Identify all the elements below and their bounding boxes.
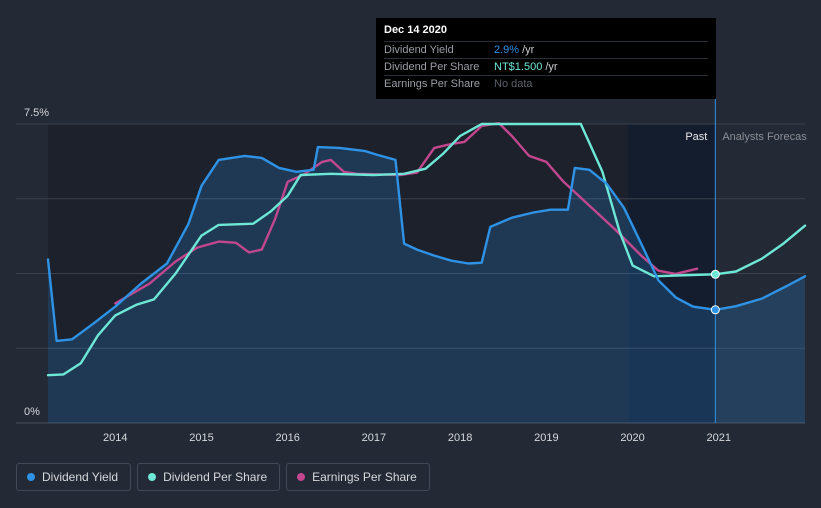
x-tick-label: 2021 bbox=[707, 432, 731, 444]
legend-label: Earnings Per Share bbox=[312, 470, 417, 484]
x-tick-label: 2016 bbox=[275, 432, 299, 444]
x-tick-label: 2014 bbox=[103, 432, 127, 444]
y-tick-label: 0% bbox=[24, 406, 40, 418]
x-tick-label: 2020 bbox=[620, 432, 644, 444]
tooltip-unit: /yr bbox=[522, 44, 535, 56]
tooltip-value: No data bbox=[494, 78, 533, 90]
data-point-marker bbox=[710, 269, 720, 279]
tooltip-label: Earnings Per Share bbox=[384, 78, 480, 90]
legend-earnings-per-share-button[interactable]: Earnings Per Share bbox=[286, 463, 430, 491]
legend: Dividend Yield Dividend Per Share Earnin… bbox=[16, 463, 430, 491]
legend-dividend-yield-button[interactable]: Dividend Yield bbox=[16, 463, 132, 491]
tooltip-row-earnings-per-share: Earnings Per Share No data bbox=[384, 75, 708, 92]
tooltip-label: Dividend Yield bbox=[384, 44, 454, 56]
past-label: Past bbox=[685, 131, 707, 143]
tooltip: Dec 14 2020 Dividend Yield 2.9% /yr Divi… bbox=[376, 18, 716, 99]
legend-dot-icon bbox=[27, 473, 35, 481]
data-point-marker bbox=[710, 305, 720, 315]
legend-dot-icon bbox=[297, 473, 306, 481]
legend-label: Dividend Per Share bbox=[163, 470, 268, 484]
x-tick-label: 2017 bbox=[362, 432, 386, 444]
legend-label: Dividend Yield bbox=[42, 470, 119, 484]
x-tick-label: 2018 bbox=[448, 432, 472, 444]
tooltip-row-dividend-per-share: Dividend Per Share NT$1.500 /yr bbox=[384, 58, 708, 75]
x-tick-label: 2015 bbox=[189, 432, 213, 444]
forecast-label: Analysts Forecas bbox=[722, 131, 807, 143]
legend-dot-icon bbox=[148, 473, 157, 481]
tooltip-date: Dec 14 2020 bbox=[384, 24, 447, 36]
tooltip-unit: /yr bbox=[545, 61, 558, 73]
dividend-yield-line bbox=[46, 145, 807, 343]
tooltip-value: NT$1.500 bbox=[494, 61, 543, 73]
tooltip-label: Dividend Per Share bbox=[384, 61, 480, 73]
x-tick-label: 2019 bbox=[534, 432, 558, 444]
tooltip-row-dividend-yield: Dividend Yield 2.9% /yr bbox=[384, 41, 708, 58]
y-tick-label: 7.5% bbox=[24, 107, 49, 119]
dividend-per-share-line bbox=[46, 122, 807, 377]
tooltip-value: 2.9% bbox=[494, 44, 520, 56]
legend-dividend-per-share-button[interactable]: Dividend Per Share bbox=[137, 463, 281, 491]
